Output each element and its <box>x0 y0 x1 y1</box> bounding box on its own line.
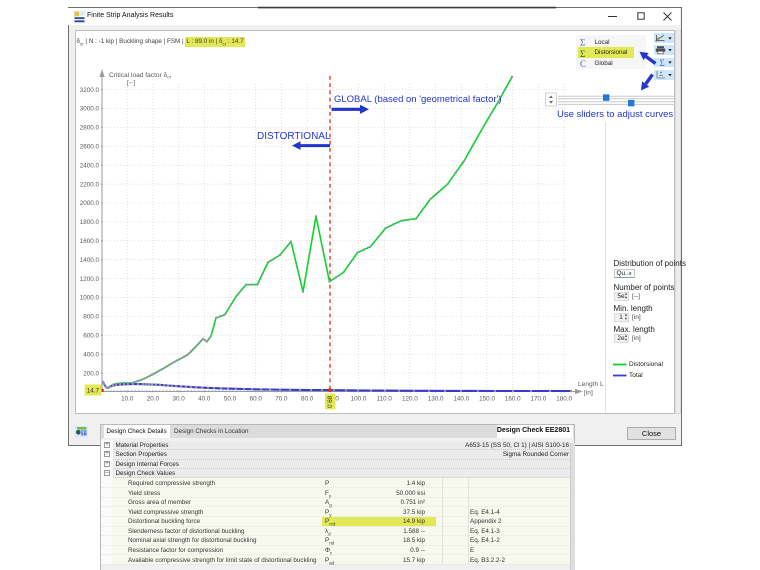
svg-text:2200.0: 2200.0 <box>80 181 100 188</box>
svg-text:Σ: Σ <box>660 58 665 68</box>
svg-text:130.0: 130.0 <box>428 396 444 403</box>
svg-text:2600.0: 2600.0 <box>80 144 100 151</box>
svg-text:1000.0: 1000.0 <box>80 295 100 302</box>
svg-text:40.0: 40.0 <box>198 396 211 403</box>
svg-text:80.0: 80.0 <box>301 396 314 403</box>
svg-text:50.0: 50.0 <box>224 396 237 403</box>
svg-text:60.0: 60.0 <box>250 396 263 403</box>
svg-text:Length L: Length L <box>578 381 604 388</box>
svg-text:Critical load factor δcr: Critical load factor δcr <box>109 72 172 80</box>
svg-text:1800.0: 1800.0 <box>80 219 100 226</box>
svg-text:14.7: 14.7 <box>87 387 100 394</box>
svg-text:3000.0: 3000.0 <box>80 106 100 113</box>
svg-text:70.0: 70.0 <box>275 396 288 403</box>
svg-text:C: C <box>580 59 586 69</box>
svg-text:1600.0: 1600.0 <box>80 238 100 245</box>
svg-text:170.0: 170.0 <box>531 396 547 403</box>
svg-text:150.0: 150.0 <box>479 396 495 403</box>
svg-text:400.0: 400.0 <box>83 351 99 358</box>
svg-text:110.0: 110.0 <box>377 396 393 403</box>
svg-text:200.0: 200.0 <box>83 370 99 377</box>
svg-text:3200.0: 3200.0 <box>80 87 100 94</box>
svg-text:100.0: 100.0 <box>351 396 367 403</box>
svg-text:10.0: 10.0 <box>121 396 134 403</box>
svg-text:120.0: 120.0 <box>402 396 418 403</box>
svg-text:30.0: 30.0 <box>172 396 185 403</box>
svg-text:[--]: [--] <box>127 80 135 87</box>
svg-text:[in]: [in] <box>584 390 593 397</box>
svg-text:600.0: 600.0 <box>83 333 99 340</box>
svg-text:Σ: Σ <box>580 37 585 47</box>
svg-text:180.0: 180.0 <box>556 396 572 403</box>
svg-text:2800.0: 2800.0 <box>80 125 100 132</box>
svg-text:Σ: Σ <box>580 49 585 59</box>
svg-text:20.0: 20.0 <box>147 396 160 403</box>
svg-text:89.0: 89.0 <box>326 396 333 409</box>
svg-text:2000.0: 2000.0 <box>80 200 100 207</box>
svg-text:160.0: 160.0 <box>505 396 521 403</box>
svg-text:800.0: 800.0 <box>83 314 99 321</box>
svg-text:140.0: 140.0 <box>453 396 469 403</box>
svg-text:1200.0: 1200.0 <box>80 276 100 283</box>
svg-text:1400.0: 1400.0 <box>80 257 100 264</box>
svg-text:2400.0: 2400.0 <box>80 162 100 169</box>
